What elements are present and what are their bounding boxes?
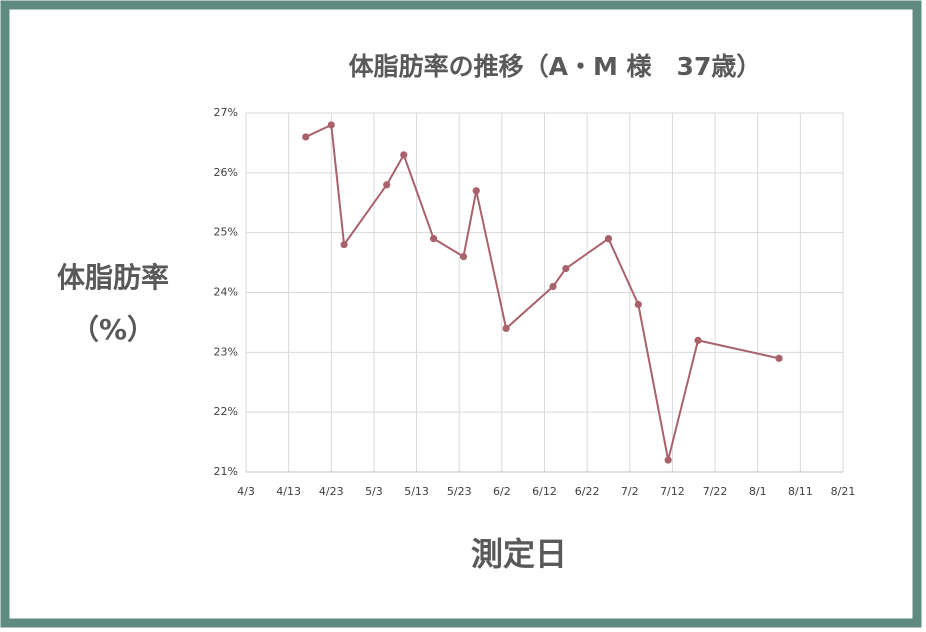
data-point bbox=[327, 121, 335, 129]
data-point bbox=[664, 456, 672, 464]
x-axis-label: 測定日 bbox=[471, 535, 567, 573]
y-tick-label: 22% bbox=[214, 405, 238, 418]
x-tick-label: 4/23 bbox=[319, 485, 344, 498]
y-axis-unit: （%） bbox=[71, 313, 155, 346]
x-tick-label: 8/21 bbox=[831, 485, 856, 498]
data-point bbox=[502, 324, 510, 332]
y-tick-label: 27% bbox=[214, 106, 238, 119]
y-axis-label: 体脂肪率 bbox=[57, 261, 169, 294]
x-tick-label: 6/2 bbox=[493, 485, 511, 498]
x-tick-label: 8/1 bbox=[749, 485, 767, 498]
x-tick-label: 7/2 bbox=[621, 485, 639, 498]
data-line bbox=[305, 123, 780, 461]
data-point bbox=[634, 300, 642, 309]
x-tick-label: 7/12 bbox=[660, 485, 685, 498]
x-tick-label: 7/22 bbox=[703, 485, 728, 498]
x-tick-label: 6/12 bbox=[532, 485, 557, 498]
data-point bbox=[302, 133, 310, 141]
x-tick-label: 4/3 bbox=[237, 485, 255, 498]
x-tick-label: 4/13 bbox=[276, 485, 301, 498]
data-point bbox=[383, 181, 391, 189]
data-point bbox=[472, 187, 480, 195]
y-tick-label: 25% bbox=[214, 226, 238, 239]
x-tick-label: 5/13 bbox=[404, 485, 429, 498]
x-tick-label: 5/23 bbox=[447, 485, 472, 498]
y-tick-label: 26% bbox=[214, 166, 238, 179]
y-tick-label: 23% bbox=[214, 345, 238, 358]
x-tick-label: 8/11 bbox=[788, 485, 813, 498]
y-tick-label: 21% bbox=[214, 465, 238, 478]
data-point bbox=[775, 354, 783, 362]
data-point bbox=[459, 253, 468, 261]
x-tick-label: 6/22 bbox=[575, 485, 600, 498]
chart-title: 体脂肪率の推移（A・M 様 37歳） bbox=[349, 52, 762, 81]
data-point bbox=[400, 151, 408, 159]
data-point bbox=[562, 264, 570, 273]
y-tick-label: 24% bbox=[214, 286, 238, 299]
data-point bbox=[430, 235, 438, 243]
x-tick-label: 5/3 bbox=[365, 485, 383, 498]
data-point bbox=[340, 241, 348, 249]
data-point bbox=[549, 282, 557, 291]
data-point bbox=[694, 336, 702, 344]
data-point bbox=[604, 235, 613, 243]
